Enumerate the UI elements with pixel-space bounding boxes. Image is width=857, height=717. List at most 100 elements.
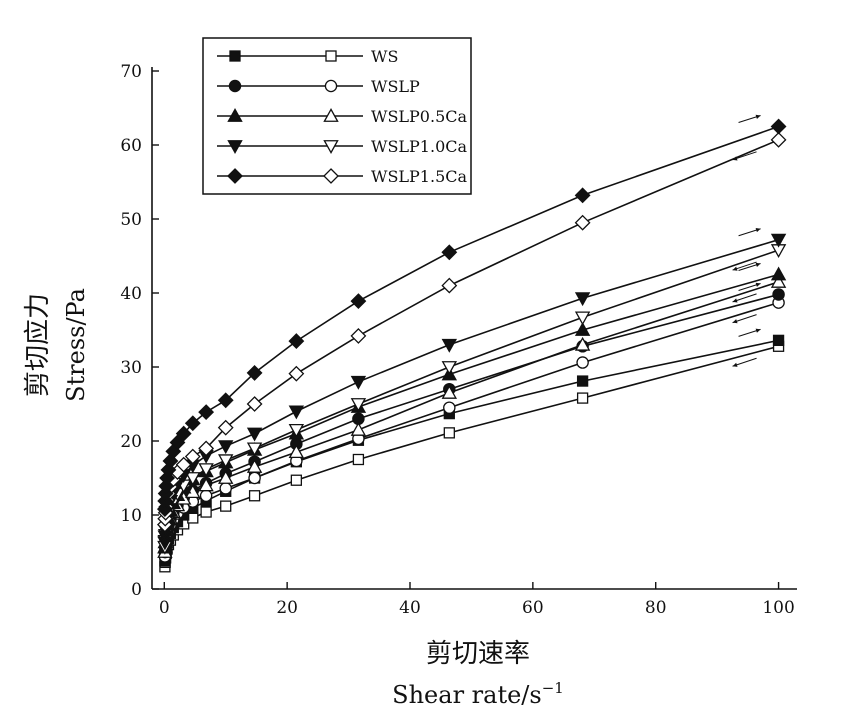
legend-marker-filled [227, 108, 243, 122]
y-tick-label: 40 [120, 284, 142, 304]
legend-marker-filled [227, 168, 243, 184]
y-tick-label: 60 [120, 136, 142, 156]
data-point-WSLP0.5Ca-down [198, 477, 214, 492]
data-point-WSLP0.5Ca-down [218, 470, 234, 484]
data-point-WSLP0.5Ca-down [246, 458, 263, 473]
data-point-WSLP0.5Ca-down [441, 384, 458, 399]
data-point-WSLP1.5Ca-up [441, 244, 458, 261]
legend-entry-WSLP0.5Ca: WSLP0.5Ca [217, 107, 467, 126]
data-point-WS-down [352, 453, 365, 466]
x-axis-title-en: Shear rate/s−1 [392, 679, 564, 709]
legend-label: WSLP1.0Ca [371, 137, 467, 156]
legend-marker-open [325, 50, 337, 62]
data-point-WSLP1.5Ca-up [217, 392, 234, 409]
legend-marker-open [323, 140, 339, 154]
data-point-WS-down [220, 500, 232, 512]
direction-arrow-head [755, 114, 761, 119]
x-axis-title-en-main: Shear rate/s [392, 681, 542, 709]
legend-label: WSLP [371, 77, 420, 96]
data-point-WSLP1.5Ca-down [217, 419, 234, 436]
x-axis-title-cn: 剪切速率 [426, 639, 530, 669]
data-point-WSLP1.0Ca-up [350, 375, 367, 390]
legend-marker-open [323, 168, 339, 184]
data-point-WSLP-down [443, 401, 456, 414]
data-point-WSLP1.0Ca-up [218, 440, 234, 455]
data-point-WSLP-down [576, 356, 589, 369]
data-point-WSLP1.0Ca-down [246, 442, 263, 457]
data-point-WSLP1.5Ca-down [246, 396, 263, 412]
data-point-WSLP1.5Ca-up [184, 415, 201, 432]
data-point-WSLP1.0Ca-up [574, 292, 591, 307]
data-point-WSLP0.5Ca-down [574, 336, 591, 351]
series-line-WSLP1.0Ca-down [164, 249, 779, 547]
data-point-WSLP0.5Ca-up [574, 322, 591, 336]
data-point-WSLP1.5Ca-down [288, 365, 305, 382]
direction-arrow-head [755, 262, 761, 267]
direction-arrow-head [732, 319, 738, 324]
series-WSLP0.5Ca [157, 266, 787, 558]
y-axis-title-cn: 剪切应力 [23, 293, 53, 397]
data-point-WSLP1.0Ca-down [350, 398, 367, 412]
data-point-WSLP1.5Ca-up [246, 365, 263, 381]
direction-arrow-head [732, 298, 738, 303]
data-point-WS-down [290, 474, 303, 486]
legend-entry-WSLP1.5Ca: WSLP1.5Ca [217, 167, 467, 186]
data-point-WSLP0.5Ca-down [350, 421, 367, 436]
data-point-WSLP1.0Ca-down [288, 423, 305, 438]
data-point-WSLP1.5Ca-up [288, 333, 305, 350]
data-point-WSLP-up [772, 288, 785, 301]
data-point-WSLP1.0Ca-down [218, 454, 234, 469]
data-point-WSLP1.0Ca-up [288, 405, 305, 420]
x-tick-label: 100 [762, 598, 794, 618]
data-point-WSLP1.5Ca-down [175, 456, 192, 473]
legend-marker-filled [228, 79, 242, 93]
series-WSLP1.5Ca [156, 118, 787, 533]
y-tick-label: 0 [131, 580, 142, 600]
data-point-WSLP1.0Ca-down [574, 311, 591, 326]
direction-arrow-head [732, 156, 738, 161]
legend-marker-filled [229, 50, 241, 62]
direction-arrow-head [755, 328, 761, 333]
data-point-WSLP0.5Ca-down [288, 444, 305, 459]
direction-arrow-head [755, 282, 761, 287]
y-tick-label: 10 [120, 506, 142, 526]
data-point-WS-down [443, 427, 455, 439]
legend-marker-filled [227, 140, 243, 154]
x-tick-label: 60 [522, 598, 544, 618]
series-layer [156, 118, 787, 573]
data-point-WS-down [576, 392, 589, 404]
series-line-WSLP-up [164, 293, 779, 553]
data-point-WSLP1.0Ca-up [246, 427, 263, 442]
data-point-WSLP1.5Ca-down [441, 277, 458, 294]
data-point-WSLP1.5Ca-up [175, 425, 192, 442]
data-point-WSLP1.5Ca-down [350, 328, 367, 344]
legend-entry-WSLP1.0Ca: WSLP1.0Ca [217, 137, 467, 156]
data-point-WSLP1.5Ca-down [198, 440, 215, 457]
data-point-WSLP1.5Ca-down [184, 448, 201, 465]
data-point-WSLP-down [248, 471, 261, 485]
axes-layer: 0 10 20 30 40 50 60 70 0 20 40 60 80 100 [120, 62, 797, 618]
legend-marker-open [323, 108, 339, 122]
y-axis-title-en: Stress/Pa [62, 288, 90, 402]
series-WSLP1.0Ca [157, 233, 787, 555]
data-point-WSLP1.5Ca-down [574, 214, 591, 231]
x-tick-label: 0 [159, 598, 170, 618]
x-tick-label: 20 [276, 598, 298, 618]
data-point-WSLP-down [219, 482, 232, 495]
data-point-WSLP1.0Ca-up [441, 338, 458, 353]
direction-arrow-head [732, 362, 738, 367]
legend-entry-WSLP: WSLP [217, 77, 420, 96]
legend-label: WSLP0.5Ca [371, 107, 467, 126]
y-tick-label: 50 [120, 210, 142, 230]
x-tick-label: 40 [399, 598, 421, 618]
x-axis-title-sup: −1 [542, 679, 564, 697]
y-tick-label: 20 [120, 432, 142, 452]
y-tick-label: 30 [120, 358, 142, 378]
data-point-WSLP1.5Ca-up [574, 187, 591, 204]
data-point-WSLP1.0Ca-down [198, 463, 214, 478]
data-point-WSLP0.5Ca-down [770, 273, 787, 288]
legend-label: WS [371, 47, 398, 66]
data-point-WSLP1.0Ca-down [441, 361, 458, 375]
legend: WS WSLP WSLP0.5Ca WSLP1.0Ca WSLP1.5Ca [202, 37, 472, 195]
